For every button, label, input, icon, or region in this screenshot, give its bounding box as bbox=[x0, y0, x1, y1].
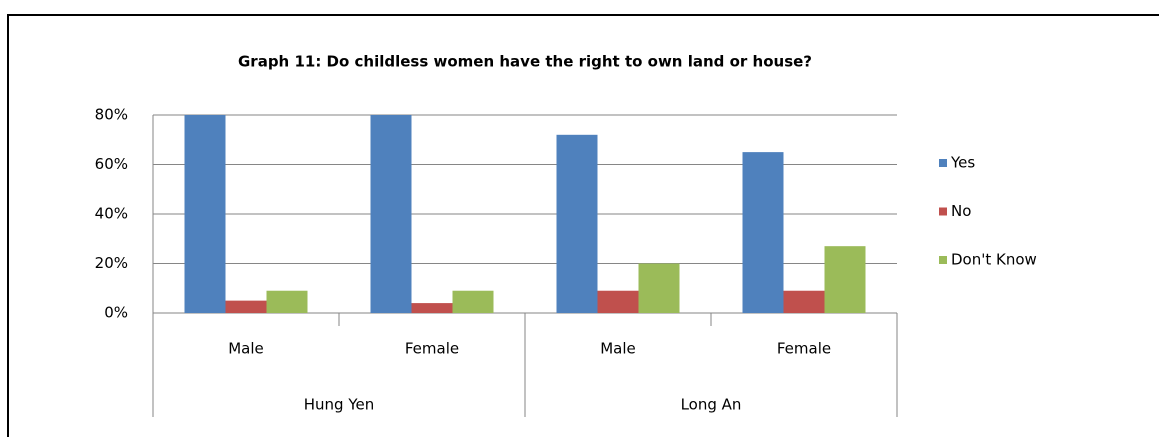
bar bbox=[184, 115, 226, 313]
legend-label: Don't Know bbox=[951, 251, 1037, 269]
bar bbox=[411, 303, 453, 313]
bar bbox=[556, 134, 598, 313]
bar bbox=[783, 290, 825, 313]
x-tick-label: Female bbox=[777, 340, 831, 358]
y-tick-label: 0% bbox=[104, 304, 128, 322]
group-label: Hung Yen bbox=[304, 396, 375, 414]
legend-swatch bbox=[939, 159, 947, 167]
group-label: Long An bbox=[681, 396, 742, 414]
x-tick-label: Female bbox=[405, 340, 459, 358]
y-tick-label: 40% bbox=[95, 205, 128, 223]
legend-label: No bbox=[951, 202, 971, 220]
bar bbox=[452, 290, 494, 313]
bar bbox=[266, 290, 308, 313]
chart-title: Graph 11: Do childless women have the ri… bbox=[238, 53, 812, 71]
bar bbox=[742, 152, 784, 313]
bar bbox=[225, 300, 267, 313]
bar bbox=[597, 290, 639, 313]
y-tick-label: 80% bbox=[95, 106, 128, 124]
bar bbox=[370, 115, 412, 313]
y-tick-label: 20% bbox=[95, 254, 128, 272]
legend-swatch bbox=[939, 207, 947, 216]
legend-label: Yes bbox=[950, 154, 975, 172]
x-tick-label: Male bbox=[600, 340, 636, 358]
bar bbox=[824, 246, 866, 313]
y-tick-label: 60% bbox=[95, 155, 128, 173]
bar bbox=[638, 263, 680, 313]
x-tick-label: Male bbox=[228, 340, 264, 358]
legend-swatch bbox=[939, 256, 947, 264]
